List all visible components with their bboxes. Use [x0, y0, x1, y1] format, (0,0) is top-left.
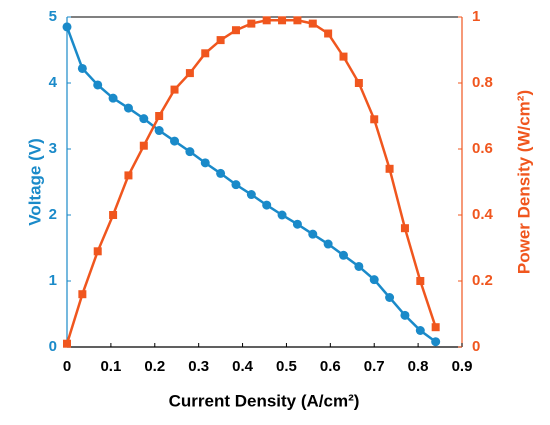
- marker: [339, 52, 348, 61]
- y-tick-label: 4: [49, 74, 58, 91]
- marker: [185, 147, 195, 157]
- marker: [292, 219, 302, 229]
- marker: [246, 190, 256, 200]
- marker: [231, 180, 241, 190]
- x-tick-label: 0.2: [144, 358, 165, 375]
- x-tick-label: 0.9: [452, 358, 473, 375]
- marker: [231, 26, 240, 35]
- marker: [354, 261, 364, 271]
- marker: [216, 168, 226, 178]
- y2-tick-label: 0.8: [472, 74, 493, 91]
- marker: [154, 126, 164, 136]
- marker: [324, 29, 333, 38]
- marker: [339, 250, 348, 260]
- y-tick-label: 0: [49, 338, 57, 355]
- series-line: [65, 26, 437, 343]
- y2-tick-label: 1: [472, 8, 480, 25]
- y2-tick-label: 0.4: [472, 206, 494, 223]
- x-tick-label: 0.3: [188, 358, 209, 375]
- y2-tick-label: 0: [472, 338, 480, 355]
- marker: [278, 16, 287, 25]
- marker: [109, 211, 118, 219]
- y-tick-label: 1: [49, 272, 57, 289]
- marker: [262, 200, 272, 210]
- marker: [139, 141, 148, 150]
- marker: [431, 323, 440, 332]
- x-tick-label: 0.4: [232, 358, 254, 375]
- marker: [323, 239, 333, 249]
- y-tick-label: 5: [49, 8, 57, 25]
- y2-tick-label: 0.6: [472, 140, 493, 157]
- marker: [385, 293, 395, 302]
- x-tick-label: 0.1: [100, 358, 121, 375]
- marker: [385, 164, 394, 173]
- marker: [62, 22, 72, 32]
- marker: [262, 16, 271, 25]
- marker: [354, 79, 363, 87]
- marker: [185, 69, 194, 78]
- marker: [308, 229, 318, 239]
- marker: [201, 49, 210, 58]
- y-axis-label: Voltage (V): [25, 138, 44, 226]
- marker: [308, 19, 317, 28]
- y-tick-label: 2: [49, 206, 57, 223]
- marker: [124, 171, 133, 180]
- marker: [93, 80, 103, 90]
- marker: [277, 210, 287, 220]
- marker: [108, 93, 118, 103]
- marker: [139, 114, 149, 124]
- marker: [293, 16, 302, 25]
- y-tick-label: 3: [49, 140, 57, 157]
- x-tick-label: 0.5: [276, 358, 297, 375]
- x-tick-label: 0: [63, 358, 71, 375]
- marker: [370, 115, 379, 124]
- marker: [369, 275, 379, 285]
- marker: [416, 277, 425, 285]
- y2-axis-label: Power Density (W/cm²): [514, 90, 533, 274]
- marker: [155, 112, 164, 120]
- series-line: [65, 19, 437, 345]
- marker: [247, 19, 256, 28]
- x-tick-label: 0.8: [408, 358, 429, 375]
- marker: [170, 85, 179, 94]
- marker: [63, 339, 71, 348]
- marker: [400, 224, 409, 233]
- y2-tick-label: 0.2: [472, 272, 493, 289]
- marker: [216, 36, 225, 45]
- marker: [78, 290, 87, 299]
- marker: [170, 136, 180, 146]
- marker: [93, 247, 102, 256]
- marker: [123, 103, 133, 113]
- marker: [415, 326, 425, 335]
- marker: [200, 158, 210, 168]
- x-tick-label: 0.6: [320, 358, 341, 375]
- marker: [400, 310, 410, 320]
- marker: [77, 63, 87, 73]
- x-axis-label: Current Density (A/cm²): [169, 391, 360, 410]
- x-tick-label: 0.7: [364, 358, 385, 375]
- marker: [431, 337, 441, 347]
